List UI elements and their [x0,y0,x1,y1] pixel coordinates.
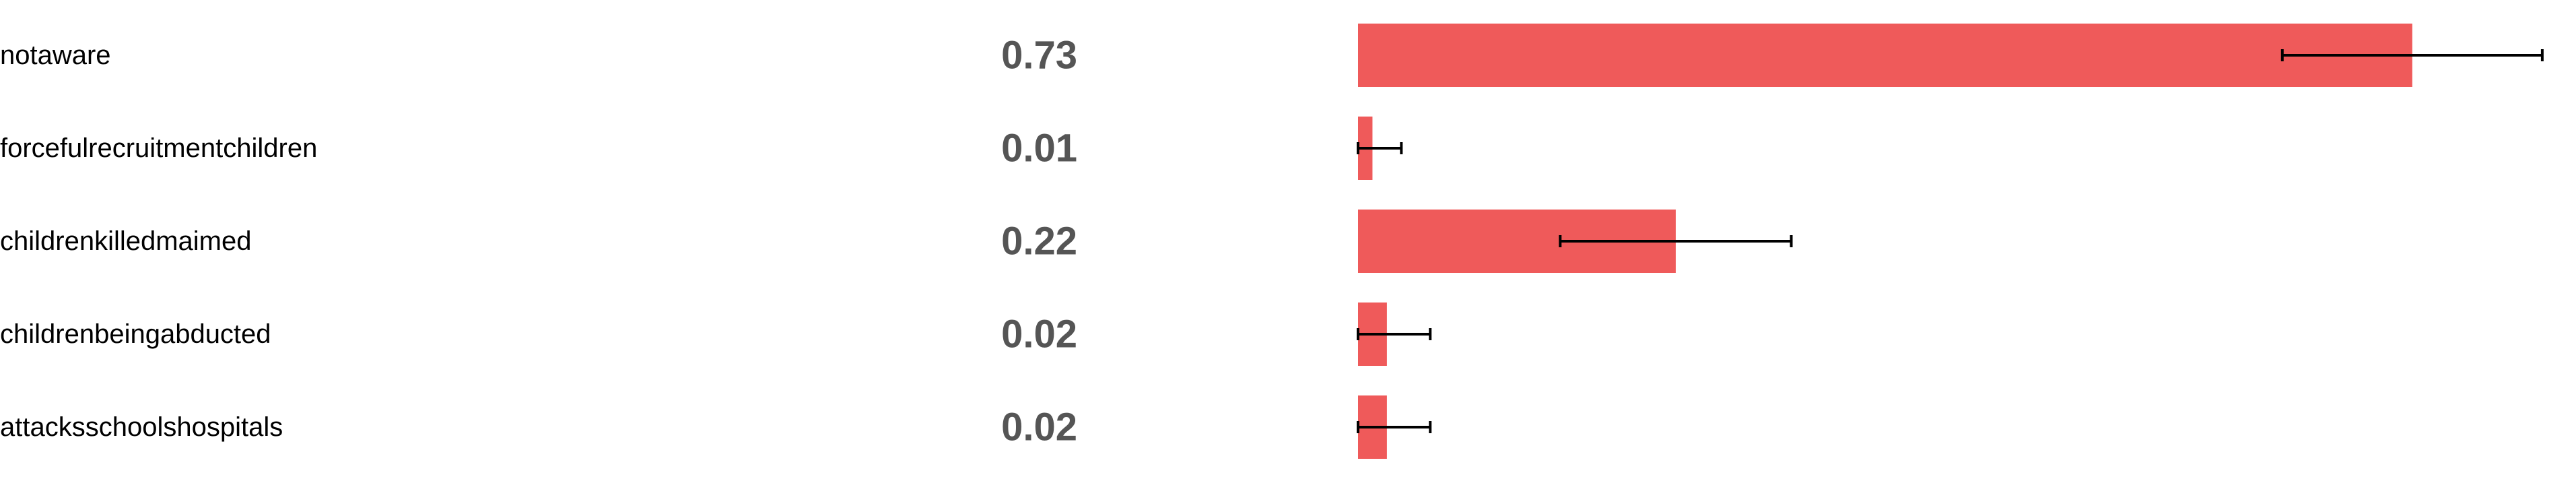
value-label: 0.02 [1001,406,1077,449]
bar [1358,24,2412,87]
value-label: 0.01 [1001,127,1077,170]
value-label: 0.02 [1001,313,1077,356]
value-label: 0.73 [1001,34,1077,77]
category-label: forcefulrecruitmentchildren [0,133,317,163]
value-label: 0.22 [1001,220,1077,263]
category-label: childrenkilledmaimed [0,226,252,256]
category-label: childrenbeingabducted [0,319,271,349]
category-label: notaware [0,40,111,70]
category-label: attacksschoolshospitals [0,412,283,442]
